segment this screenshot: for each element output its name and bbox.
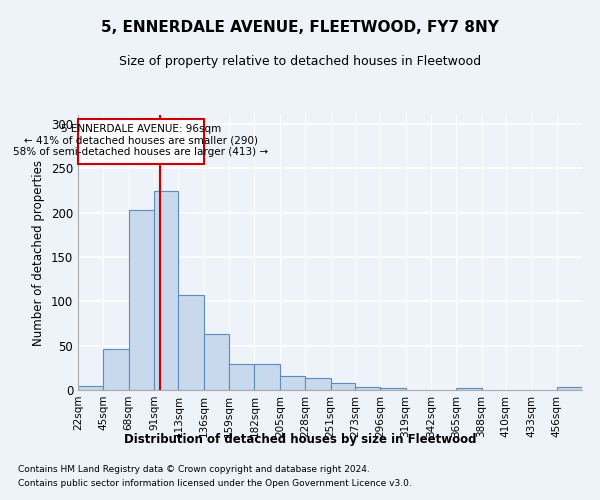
- Bar: [204, 334, 229, 390]
- Bar: [129, 210, 154, 390]
- Bar: [380, 388, 406, 390]
- Bar: [229, 364, 254, 390]
- Bar: [78, 386, 103, 390]
- Bar: [355, 388, 380, 390]
- Text: Contains public sector information licensed under the Open Government Licence v3: Contains public sector information licen…: [18, 479, 412, 488]
- Bar: [178, 295, 204, 390]
- Y-axis label: Number of detached properties: Number of detached properties: [32, 160, 46, 346]
- Bar: [456, 388, 482, 390]
- Bar: [103, 349, 129, 390]
- Text: 5 ENNERDALE AVENUE: 96sqm: 5 ENNERDALE AVENUE: 96sqm: [61, 124, 221, 134]
- FancyBboxPatch shape: [78, 120, 204, 164]
- Bar: [331, 383, 355, 390]
- Text: ← 41% of detached houses are smaller (290): ← 41% of detached houses are smaller (29…: [24, 136, 258, 145]
- Bar: [280, 376, 305, 390]
- Text: 58% of semi-detached houses are larger (413) →: 58% of semi-detached houses are larger (…: [13, 147, 268, 157]
- Text: Distribution of detached houses by size in Fleetwood: Distribution of detached houses by size …: [124, 432, 476, 446]
- Bar: [154, 192, 178, 390]
- Text: 5, ENNERDALE AVENUE, FLEETWOOD, FY7 8NY: 5, ENNERDALE AVENUE, FLEETWOOD, FY7 8NY: [101, 20, 499, 35]
- Text: Size of property relative to detached houses in Fleetwood: Size of property relative to detached ho…: [119, 55, 481, 68]
- Text: Contains HM Land Registry data © Crown copyright and database right 2024.: Contains HM Land Registry data © Crown c…: [18, 466, 370, 474]
- Bar: [254, 364, 280, 390]
- Bar: [557, 388, 582, 390]
- Bar: [305, 378, 331, 390]
